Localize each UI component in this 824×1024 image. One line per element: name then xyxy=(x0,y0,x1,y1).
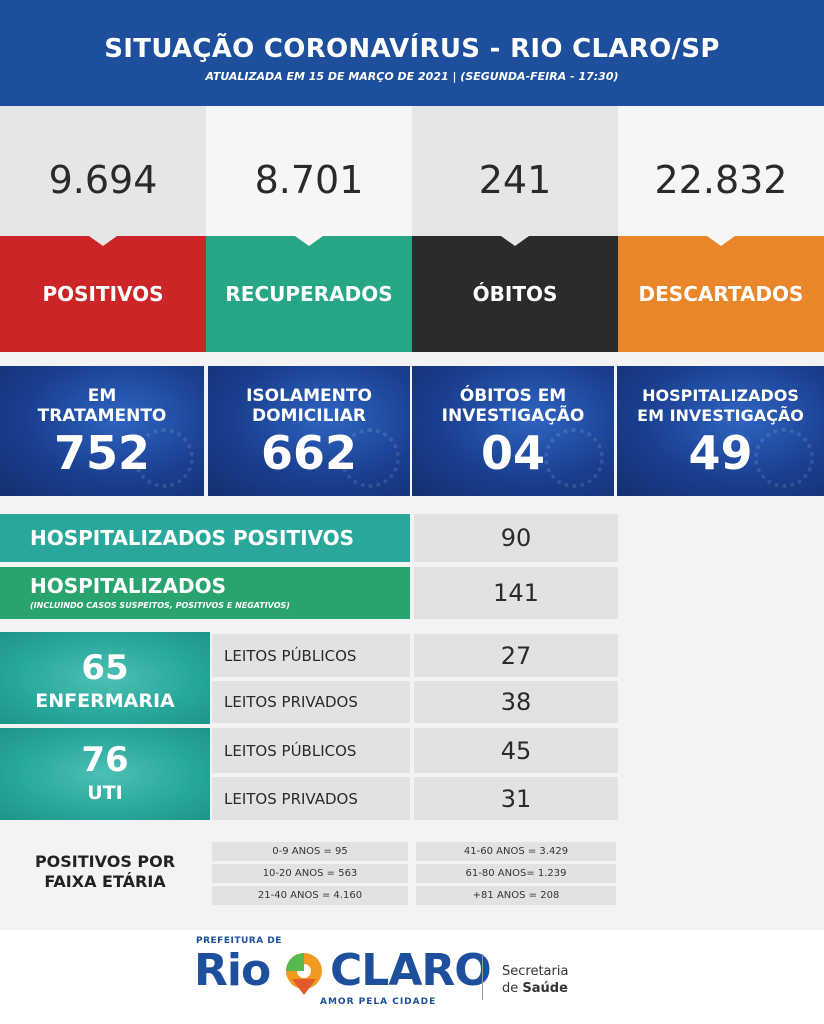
saude-label: de Saúde xyxy=(502,981,568,996)
stat-positivos: 9.694 POSITIVOS xyxy=(0,106,206,352)
logo-tagline: AMOR PELA CIDADE xyxy=(320,997,437,1007)
stat-value: 241 xyxy=(412,106,618,236)
stat-obitos: 241 ÓBITOS xyxy=(412,106,618,352)
detail-obitos-investigacao: ÓBITOS EM INVESTIGAÇÃO 04 xyxy=(412,366,614,496)
logo-divider xyxy=(482,954,483,1000)
age-cell: 41-60 ANOS = 3.429 xyxy=(416,842,616,861)
hospitalized-total-value: 141 xyxy=(414,567,618,619)
detail-label: ÓBITOS EM INVESTIGAÇÃO xyxy=(441,386,585,426)
stat-label: RECUPERADOS xyxy=(206,236,412,352)
virus-decoration-icon xyxy=(544,428,604,488)
detail-label: EM TRATAMENTO xyxy=(37,386,167,426)
age-cell: +81 ANOS = 208 xyxy=(416,886,616,905)
age-cell: 10-20 ANOS = 563 xyxy=(212,864,408,883)
hospitalized-positive-label: HOSPITALIZADOS POSITIVOS xyxy=(0,514,410,562)
header-banner: SITUAÇÃO CORONAVÍRUS - RIO CLARO/SP ATUA… xyxy=(0,0,824,106)
location-pin-icon xyxy=(286,953,322,995)
bed-name: UTI xyxy=(87,782,123,804)
bed-public-value: 45 xyxy=(414,728,618,773)
logo-rio: Rio xyxy=(194,945,271,996)
stat-value: 8.701 xyxy=(206,106,412,236)
age-cell: 61-80 ANOS= 1.239 xyxy=(416,864,616,883)
bed-private-label: LEITOS PRIVADOS xyxy=(212,681,410,723)
stat-value: 22.832 xyxy=(618,106,824,236)
detail-isolamento-domiciliar: ISOLAMENTO DOMICILIAR 662 xyxy=(208,366,410,496)
virus-decoration-icon xyxy=(754,428,814,488)
stat-descartados: 22.832 DESCARTADOS xyxy=(618,106,824,352)
bed-name: ENFERMARIA xyxy=(35,690,175,712)
detail-hospitalizados-investigacao: HOSPITALIZADOS EM INVESTIGAÇÃO 49 xyxy=(617,366,824,496)
bed-public-label: LEITOS PÚBLICOS xyxy=(212,728,410,773)
bed-total: 65 xyxy=(81,648,129,688)
bed-public-value: 27 xyxy=(414,634,618,677)
bed-group-uti: 76 UTI xyxy=(0,728,210,820)
age-cell: 0-9 ANOS = 95 xyxy=(212,842,408,861)
update-timestamp: ATUALIZADA EM 15 DE MARÇO DE 2021 | (SEG… xyxy=(205,70,619,83)
page-title: SITUAÇÃO CORONAVÍRUS - RIO CLARO/SP xyxy=(104,34,720,64)
detail-value: 752 xyxy=(53,426,151,480)
stat-recuperados: 8.701 RECUPERADOS xyxy=(206,106,412,352)
detail-em-tratamento: EM TRATAMENTO 752 xyxy=(0,366,204,496)
secretaria-label: Secretaria xyxy=(502,964,569,979)
stat-value: 9.694 xyxy=(0,106,206,236)
hospitalized-total-box: HOSPITALIZADOS (INCLUINDO CASOS SUSPEITO… xyxy=(0,567,410,619)
age-cell: 21-40 ANOS = 4.160 xyxy=(212,886,408,905)
detail-value: 662 xyxy=(260,426,358,480)
stat-label: DESCARTADOS xyxy=(618,236,824,352)
hospitalized-positive-value: 90 xyxy=(414,514,618,562)
detail-label: HOSPITALIZADOS EM INVESTIGAÇÃO xyxy=(637,386,804,425)
bed-private-label: LEITOS PRIVADOS xyxy=(212,777,410,820)
bed-private-value: 31 xyxy=(414,777,618,820)
logo-prefeitura: PREFEITURA DE xyxy=(196,936,282,946)
hospitalized-total-label: HOSPITALIZADOS xyxy=(30,574,226,598)
age-title: POSITIVOS POR FAIXA ETÁRIA xyxy=(34,852,176,891)
detail-value: 04 xyxy=(480,426,545,480)
bed-group-enfermaria: 65 ENFERMARIA xyxy=(0,632,210,724)
logo-claro: CLARO xyxy=(330,945,492,996)
detail-value: 49 xyxy=(688,426,753,480)
virus-decoration-icon xyxy=(340,428,400,488)
detail-label: ISOLAMENTO DOMICILIAR xyxy=(246,386,372,426)
bed-public-label: LEITOS PÚBLICOS xyxy=(212,634,410,677)
hospitalized-total-note: (INCLUINDO CASOS SUSPEITOS, POSITIVOS E … xyxy=(30,601,290,610)
virus-decoration-icon xyxy=(134,428,194,488)
stat-label: POSITIVOS xyxy=(0,236,206,352)
bed-total: 76 xyxy=(81,740,129,780)
bed-private-value: 38 xyxy=(414,681,618,723)
footer xyxy=(0,930,824,1024)
stat-label: ÓBITOS xyxy=(412,236,618,352)
